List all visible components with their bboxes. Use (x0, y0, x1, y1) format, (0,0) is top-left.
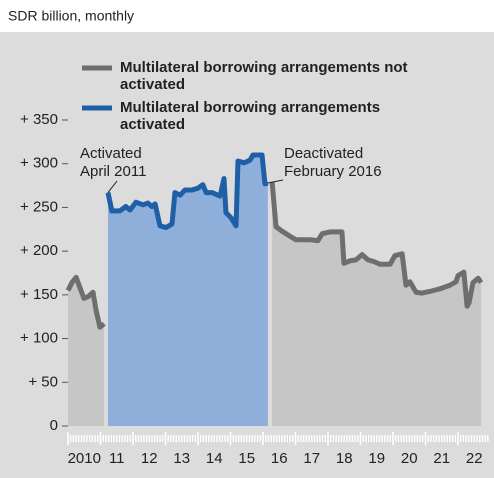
x-tick-label: 2010 (68, 450, 101, 467)
x-tick-label: 19 (368, 450, 385, 467)
area (107, 154, 268, 426)
x-tick-label: 17 (303, 450, 320, 467)
annotation-leader (107, 180, 118, 193)
y-tick-label: + 200 (20, 242, 58, 259)
x-tick-label: 18 (336, 450, 353, 467)
x-tick-label: 20 (401, 450, 418, 467)
x-tick-label: 22 (466, 450, 483, 467)
line (65, 274, 106, 330)
annotation-leader (267, 179, 284, 184)
legend-label: Multilateral borrowing arrangements acti… (120, 99, 381, 133)
x-tick-label: 11 (109, 450, 125, 467)
y-tick-label: + 350 (20, 111, 58, 128)
chart-subtitle: SDR billion, monthly (8, 8, 134, 24)
x-tick-label: 12 (141, 450, 158, 467)
annotation: Deactivated February 2016 (284, 145, 382, 180)
area (272, 182, 482, 426)
x-tick-label: 16 (271, 450, 288, 467)
y-tick-label: + 100 (20, 330, 58, 347)
y-tick-label: + 150 (20, 286, 58, 303)
line (105, 152, 269, 231)
y-tick-label: + 50 (28, 373, 58, 390)
y-tick-label: 0 (50, 417, 58, 434)
x-tick-label: 21 (433, 450, 450, 467)
x-tick-label: 13 (173, 450, 190, 467)
y-tick-label: + 250 (20, 198, 58, 215)
y-tick-label: + 300 (20, 155, 58, 172)
annotation: Activated April 2011 (80, 145, 147, 180)
x-tick-label: 15 (238, 450, 255, 467)
legend-label: Multilateral borrowing arrangements not … (120, 59, 408, 93)
x-tick-label: 14 (206, 450, 223, 467)
line (269, 181, 484, 309)
